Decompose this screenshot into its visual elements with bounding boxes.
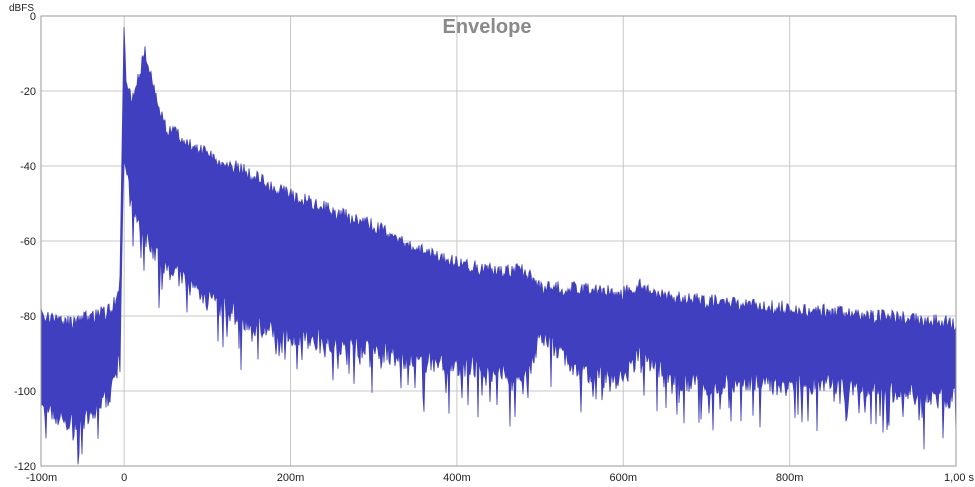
y-tick-label: 0	[30, 11, 36, 23]
plot-frame	[40, 15, 957, 467]
x-tick-label: 400m	[443, 472, 471, 484]
y-axis-label: dBFS	[9, 3, 34, 14]
x-tick-label: -100m	[26, 472, 57, 484]
plot-border	[40, 15, 957, 467]
y-tick-label: -20	[20, 86, 36, 98]
x-tick-label: 800m	[776, 472, 804, 484]
chart-title: Envelope	[443, 16, 532, 38]
x-tick-label: 1,00 s	[944, 472, 974, 484]
x-tick-label: 600m	[610, 472, 638, 484]
envelope-area	[40, 27, 957, 465]
y-tick-label: -80	[20, 311, 36, 323]
x-tick-label: 0	[121, 472, 127, 484]
y-axis-ticks: 0 -20 -40 -60 -80 -100 -120	[14, 11, 36, 473]
x-tick-label: 200m	[277, 472, 305, 484]
y-tick-label: -40	[20, 161, 36, 173]
y-tick-label: -100	[14, 386, 36, 398]
y-tick-label: -120	[14, 461, 36, 473]
envelope-series	[40, 27, 957, 465]
x-axis-ticks: -100m 0 200m 400m 600m 800m 1,00 s	[26, 472, 974, 484]
y-tick-label: -60	[20, 236, 36, 248]
